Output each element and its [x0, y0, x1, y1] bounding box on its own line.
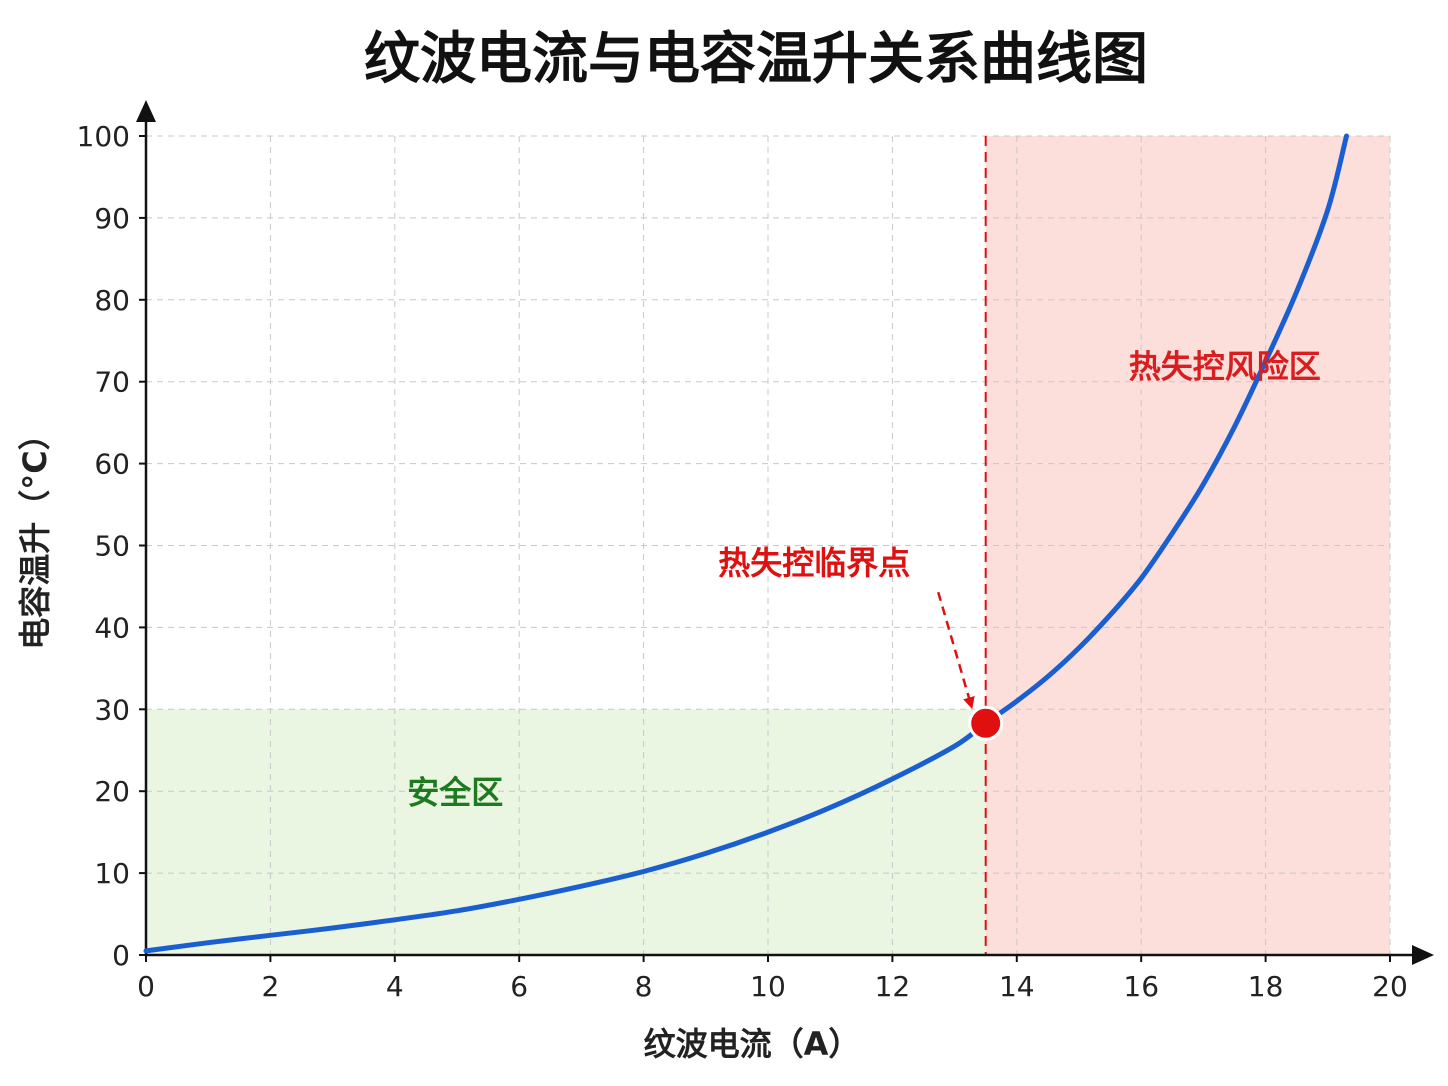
x-tick-label-6: 12 — [875, 970, 911, 1003]
x-tick-label-9: 18 — [1248, 970, 1284, 1003]
x-tick-label-1: 2 — [261, 970, 279, 1003]
zone-label-1: 热失控风险区 — [1129, 348, 1321, 386]
critical-point-marker — [968, 705, 1004, 741]
y-axis-title: 电容温升（°C） — [16, 418, 54, 650]
x-axis-arrow-icon — [1412, 945, 1434, 965]
y-tick-label-5: 50 — [94, 530, 130, 563]
x-tick-label-10: 20 — [1372, 970, 1408, 1003]
tick-labels-layer: 0 2 4 6 8 10 12 14 16 18 20 0 10 20 30 40 50 60 70 80 90 100 — [77, 120, 1408, 1003]
x-tick-label-3: 6 — [510, 970, 528, 1003]
y-tick-label-8: 80 — [94, 284, 130, 317]
y-tick-label-3: 30 — [94, 693, 130, 726]
y-axis-arrow-icon — [136, 100, 156, 122]
critical-point-arrow — [937, 591, 975, 710]
y-tick-label-6: 60 — [94, 448, 130, 481]
x-axis-title: 纹波电流（A） — [644, 1025, 861, 1063]
y-tick-label-7: 70 — [94, 366, 130, 399]
y-tick-label-0: 0 — [112, 939, 130, 972]
x-tick-label-5: 10 — [750, 970, 786, 1003]
y-tick-label-9: 90 — [94, 202, 130, 235]
series-layer — [143, 133, 1349, 954]
y-tick-label-4: 40 — [94, 611, 130, 644]
chart-title: 纹波电流与电容温升关系曲线图 — [364, 27, 1148, 92]
y-tick-label-10: 100 — [77, 120, 130, 153]
x-tick-label-2: 4 — [386, 970, 404, 1003]
series-line-0 — [143, 133, 1349, 954]
x-tick-label-4: 8 — [635, 970, 653, 1003]
zones-layer — [146, 136, 1390, 955]
x-tick-label-0: 0 — [137, 970, 155, 1003]
critical-point-label: 热失控临界点 — [718, 544, 910, 582]
x-tick-label-7: 14 — [999, 970, 1035, 1003]
zone-1 — [985, 136, 1390, 955]
zone-0 — [146, 709, 986, 955]
x-tick-label-8: 16 — [1123, 970, 1159, 1003]
zone-label-0: 安全区 — [407, 773, 503, 811]
axes-layer — [136, 100, 1434, 965]
grid-layer — [146, 135, 1391, 955]
y-tick-label-2: 20 — [94, 775, 130, 808]
y-tick-label-1: 10 — [94, 857, 130, 890]
